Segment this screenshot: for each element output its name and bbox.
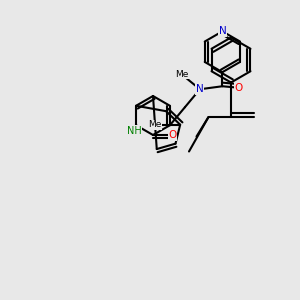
Text: N: N: [218, 26, 226, 36]
Text: O: O: [235, 83, 243, 93]
Text: O: O: [168, 130, 177, 140]
Text: Me: Me: [148, 120, 161, 129]
Text: NH: NH: [127, 126, 142, 136]
Text: Me: Me: [175, 70, 189, 79]
Text: N: N: [196, 84, 204, 94]
